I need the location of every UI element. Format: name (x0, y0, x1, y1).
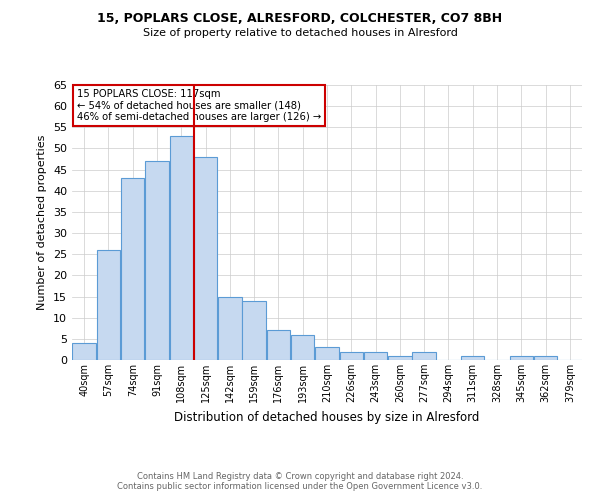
Bar (73, 343, 96, 360)
Bar (509, 356, 533, 360)
Bar (461, 356, 484, 360)
Bar (534, 356, 557, 360)
X-axis label: Distribution of detached houses by size in Alresford: Distribution of detached houses by size … (175, 410, 479, 424)
Bar (291, 334, 314, 360)
Bar (315, 348, 339, 360)
Bar (340, 352, 363, 360)
Text: Contains HM Land Registry data © Crown copyright and database right 2024.: Contains HM Land Registry data © Crown c… (137, 472, 463, 481)
Bar (194, 157, 217, 360)
Text: Size of property relative to detached houses in Alresford: Size of property relative to detached ho… (143, 28, 457, 38)
Bar (121, 178, 145, 360)
Bar (364, 352, 388, 360)
Text: Contains public sector information licensed under the Open Government Licence v3: Contains public sector information licen… (118, 482, 482, 491)
Text: 15, POPLARS CLOSE, ALRESFORD, COLCHESTER, CO7 8BH: 15, POPLARS CLOSE, ALRESFORD, COLCHESTER… (97, 12, 503, 26)
Bar (170, 136, 193, 360)
Bar (97, 250, 120, 360)
Y-axis label: Number of detached properties: Number of detached properties (37, 135, 47, 310)
Bar (266, 330, 290, 360)
Bar (242, 301, 266, 360)
Bar (412, 352, 436, 360)
Bar (388, 356, 412, 360)
Text: 15 POPLARS CLOSE: 117sqm
← 54% of detached houses are smaller (148)
46% of semi-: 15 POPLARS CLOSE: 117sqm ← 54% of detach… (77, 89, 322, 122)
Bar (145, 161, 169, 360)
Bar (218, 296, 242, 360)
